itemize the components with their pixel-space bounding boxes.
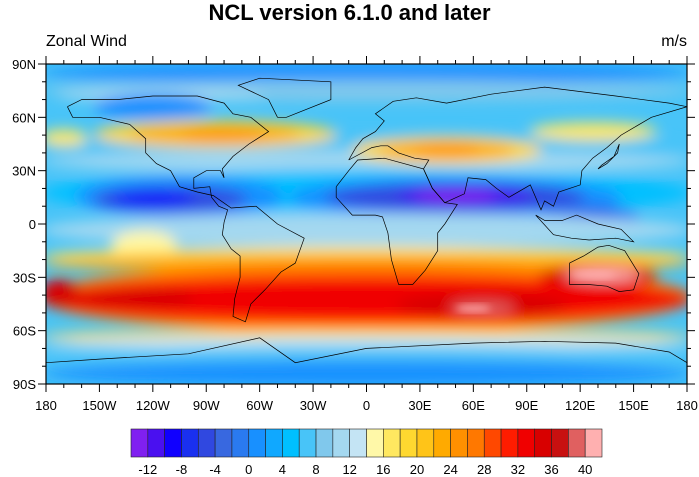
- plot-title: NCL version 6.1.0 and later: [208, 0, 491, 25]
- coastline: [597, 143, 620, 170]
- colorbar-box: [130, 428, 149, 458]
- colorbar-label: 36: [544, 462, 558, 477]
- colorbar-box: [315, 428, 334, 458]
- axes: 180 150W 120W 90W 60W 30W 0 30E 60E 90E 120E 150E 18…: [12, 56, 698, 413]
- contour-region: [46, 213, 687, 248]
- contour-region: [182, 129, 266, 141]
- colorbar-label: 12: [342, 462, 356, 477]
- variable-label: Zonal Wind: [46, 33, 127, 50]
- colorbar-label: 40: [578, 462, 592, 477]
- coastline: [535, 214, 635, 243]
- colorbar-box: [568, 428, 586, 458]
- colorbar: -12 -8 -4 0 4 8 12 16 20 24 28 32 36 40: [130, 428, 603, 477]
- contour-region: [46, 335, 687, 351]
- colorbar-box: [416, 428, 435, 458]
- colorbar-box: [534, 428, 552, 458]
- colorbar-box: [164, 428, 182, 458]
- contour-core: [571, 271, 616, 278]
- lon-label: 60E: [462, 398, 485, 413]
- colorbar-label: 28: [477, 462, 491, 477]
- contour-region: [46, 360, 687, 384]
- contour-region: [46, 129, 88, 146]
- colorbar-label: -12: [138, 462, 157, 477]
- colorbar-box: [467, 428, 485, 458]
- lon-label: 0: [363, 398, 370, 413]
- colorbar-box: [450, 428, 468, 458]
- coastline: [569, 244, 640, 292]
- lon-label: 180: [35, 398, 57, 413]
- lon-label: 180: [676, 398, 698, 413]
- lon-label: 30E: [408, 398, 431, 413]
- coastline: [335, 157, 458, 285]
- contour-region: [46, 278, 79, 308]
- colorbar-box: [366, 428, 384, 458]
- colorbar-box: [265, 428, 283, 458]
- colorbar-box: [231, 428, 250, 458]
- contour-region: [111, 191, 195, 205]
- lat-label: 60N: [12, 110, 36, 125]
- colorbar-box: [282, 428, 300, 458]
- colorbar-label: 20: [410, 462, 424, 477]
- lat-label: 30S: [13, 270, 36, 285]
- lon-label: 150E: [618, 398, 649, 413]
- coastlines: [46, 77, 687, 364]
- colorbar-box: [349, 428, 367, 458]
- colorbar-label: 24: [443, 462, 457, 477]
- contour-region: [413, 143, 480, 155]
- contour-core: [455, 305, 492, 312]
- colorbar-box: [197, 428, 216, 458]
- lat-label: 90S: [13, 377, 36, 392]
- coastline: [67, 95, 305, 323]
- colorbar-box: [584, 428, 603, 458]
- lat-label: 60S: [13, 324, 36, 339]
- colorbar-label: -8: [176, 462, 188, 477]
- colorbar-box: [500, 428, 519, 458]
- units-label: m/s: [661, 33, 687, 50]
- colorbar-label: 32: [511, 462, 525, 477]
- contour-region: [529, 122, 658, 141]
- colorbar-box: [181, 428, 199, 458]
- contour-region: [46, 64, 687, 84]
- colorbar-box: [147, 428, 165, 458]
- lon-label: 120W: [136, 398, 171, 413]
- colorbar-label: 4: [279, 462, 286, 477]
- colorbar-box: [298, 428, 317, 458]
- lon-label: 90E: [515, 398, 538, 413]
- lon-label: 150W: [82, 398, 117, 413]
- colorbar-label: -4: [209, 462, 221, 477]
- lat-label: 90N: [12, 57, 36, 72]
- colorbar-box: [483, 428, 502, 458]
- colorbar-box: [332, 428, 350, 458]
- colorbar-box: [383, 428, 401, 458]
- lon-label: 90W: [193, 398, 220, 413]
- contour-region: [413, 190, 498, 203]
- wind-field: [46, 64, 687, 384]
- lon-label: 30W: [300, 398, 327, 413]
- lat-label: 30N: [12, 164, 36, 179]
- contour-region: [75, 287, 195, 310]
- colorbar-box: [399, 428, 418, 458]
- colorbar-box: [248, 428, 266, 458]
- colorbar-box: [551, 428, 569, 458]
- lon-label: 60W: [246, 398, 273, 413]
- lon-label: 120E: [565, 398, 596, 413]
- coastline: [237, 77, 332, 118]
- coastline: [348, 86, 687, 211]
- colorbar-box: [433, 428, 451, 458]
- colorbar-label: 8: [312, 462, 319, 477]
- contour-region: [93, 94, 213, 120]
- colorbar-box: [517, 428, 536, 458]
- lat-label: 0: [29, 217, 36, 232]
- colorbar-box: [214, 428, 233, 458]
- colorbar-label: 16: [376, 462, 390, 477]
- coastline: [46, 337, 687, 364]
- colorbar-label: 0: [245, 462, 252, 477]
